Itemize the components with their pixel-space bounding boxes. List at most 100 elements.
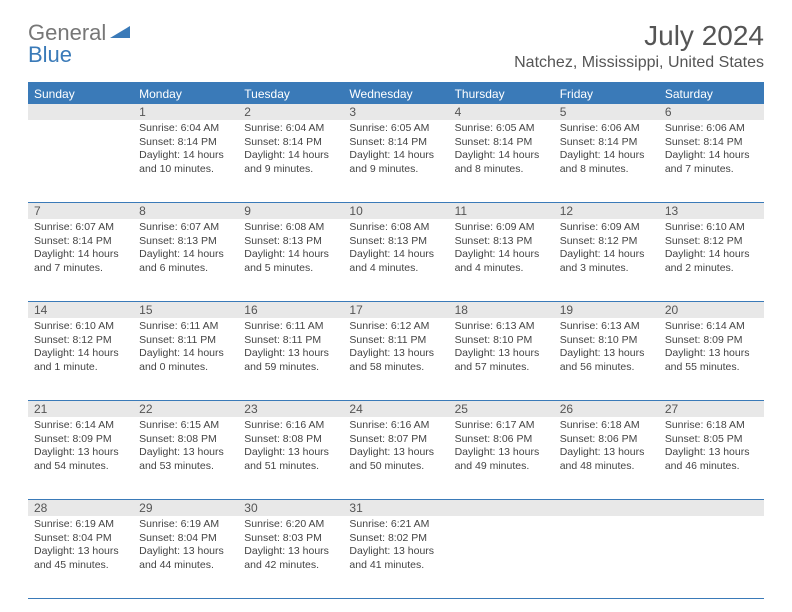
daylight-line: Daylight: 13 hours and 49 minutes.: [455, 446, 548, 473]
week-row: Sunrise: 6:14 AMSunset: 8:09 PMDaylight:…: [28, 417, 764, 500]
day-cell: Sunrise: 6:06 AMSunset: 8:14 PMDaylight:…: [659, 120, 764, 202]
sunrise-line: Sunrise: 6:05 AM: [455, 122, 548, 136]
day-number: 24: [343, 401, 448, 417]
daylight-line: Daylight: 13 hours and 55 minutes.: [665, 347, 758, 374]
day-header-sunday: Sunday: [28, 84, 133, 104]
day-cell: Sunrise: 6:14 AMSunset: 8:09 PMDaylight:…: [659, 318, 764, 400]
day-number: 29: [133, 500, 238, 516]
day-number: [449, 500, 554, 516]
sunset-line: Sunset: 8:02 PM: [349, 532, 442, 546]
daylight-line: Daylight: 13 hours and 56 minutes.: [560, 347, 653, 374]
logo-triangle-icon: [110, 24, 130, 45]
month-title: July 2024: [514, 20, 764, 52]
day-number: 2: [238, 104, 343, 120]
sunset-line: Sunset: 8:12 PM: [665, 235, 758, 249]
daynum-row: 28293031: [28, 500, 764, 516]
sunset-line: Sunset: 8:04 PM: [139, 532, 232, 546]
sunset-line: Sunset: 8:12 PM: [560, 235, 653, 249]
sunset-line: Sunset: 8:14 PM: [560, 136, 653, 150]
day-cell: Sunrise: 6:04 AMSunset: 8:14 PMDaylight:…: [133, 120, 238, 202]
week-row: Sunrise: 6:19 AMSunset: 8:04 PM Daylight:…: [28, 516, 764, 599]
sunrise-line: Sunrise: 6:10 AM: [665, 221, 758, 235]
daylight-line: Daylight: 14 hours and 8 minutes.: [560, 149, 653, 176]
day-header-thursday: Thursday: [449, 84, 554, 104]
daylight-line: Daylight: 14 hours and 10 minutes.: [139, 149, 232, 176]
daylight-line: Daylight: 13 hours and 45 minutes.: [34, 545, 127, 572]
day-number: 25: [449, 401, 554, 417]
daylight-line: Daylight: 14 hours and 9 minutes.: [244, 149, 337, 176]
day-cell: [449, 516, 554, 598]
day-cell: Sunrise: 6:11 AMSunset: 8:11 PMDaylight:…: [133, 318, 238, 400]
sunrise-line: Sunrise: 6:08 AM: [349, 221, 442, 235]
sunrise-line: Sunrise: 6:13 AM: [455, 320, 548, 334]
day-cell: Sunrise: 6:07 AMSunset: 8:14 PMDaylight:…: [28, 219, 133, 301]
day-number: 5: [554, 104, 659, 120]
sunrise-line: Sunrise: 6:16 AM: [349, 419, 442, 433]
sunrise-line: Sunrise: 6:08 AM: [244, 221, 337, 235]
day-cell: Sunrise: 6:08 AMSunset: 8:13 PMDaylight:…: [238, 219, 343, 301]
day-number: 26: [554, 401, 659, 417]
daylight-line: Daylight: 13 hours and 54 minutes.: [34, 446, 127, 473]
day-number: 31: [343, 500, 448, 516]
sunset-line: Sunset: 8:13 PM: [244, 235, 337, 249]
day-number: 4: [449, 104, 554, 120]
day-number: 19: [554, 302, 659, 318]
sunrise-line: Sunrise: 6:16 AM: [244, 419, 337, 433]
daylight-line: Daylight: 14 hours and 6 minutes.: [139, 248, 232, 275]
sunrise-line: Sunrise: 6:14 AM: [665, 320, 758, 334]
sunset-line: Sunset: 8:14 PM: [34, 235, 127, 249]
day-cell: Sunrise: 6:18 AMSunset: 8:05 PMDaylight:…: [659, 417, 764, 499]
day-header-tuesday: Tuesday: [238, 84, 343, 104]
day-number: 16: [238, 302, 343, 318]
sunset-line: Sunset: 8:11 PM: [349, 334, 442, 348]
day-cell: [554, 516, 659, 598]
sunrise-line: Sunrise: 6:19 AM: [139, 518, 232, 532]
sunrise-line: Sunrise: 6:07 AM: [34, 221, 127, 235]
day-number: 13: [659, 203, 764, 219]
day-number: [554, 500, 659, 516]
sunrise-line: Sunrise: 6:12 AM: [349, 320, 442, 334]
day-cell: Sunrise: 6:09 AMSunset: 8:13 PMDaylight:…: [449, 219, 554, 301]
location: Natchez, Mississippi, United States: [514, 54, 764, 72]
day-number: 23: [238, 401, 343, 417]
daylight-line: Daylight: 14 hours and 5 minutes.: [244, 248, 337, 275]
sunset-line: Sunset: 8:07 PM: [349, 433, 442, 447]
day-cell: Sunrise: 6:06 AMSunset: 8:14 PMDaylight:…: [554, 120, 659, 202]
daylight-line: Daylight: 13 hours and 57 minutes.: [455, 347, 548, 374]
sunrise-line: Sunrise: 6:06 AM: [560, 122, 653, 136]
sunset-line: Sunset: 8:11 PM: [139, 334, 232, 348]
daylight-line: Daylight: 14 hours and 0 minutes.: [139, 347, 232, 374]
sunrise-line: Sunrise: 6:11 AM: [139, 320, 232, 334]
sunrise-line: Sunrise: 6:05 AM: [349, 122, 442, 136]
daylight-line: Daylight: 13 hours and 58 minutes.: [349, 347, 442, 374]
day-cell: Sunrise: 6:09 AMSunset: 8:12 PMDaylight:…: [554, 219, 659, 301]
daylight-line: Daylight: 14 hours and 9 minutes.: [349, 149, 442, 176]
sunrise-line: Sunrise: 6:09 AM: [560, 221, 653, 235]
daylight-line: Daylight: 14 hours and 8 minutes.: [455, 149, 548, 176]
sunset-line: Sunset: 8:03 PM: [244, 532, 337, 546]
daynum-row: 123456: [28, 104, 764, 120]
day-cell: Sunrise: 6:17 AMSunset: 8:06 PMDaylight:…: [449, 417, 554, 499]
sunset-line: Sunset: 8:11 PM: [244, 334, 337, 348]
week-row: Sunrise: 6:10 AMSunset: 8:12 PMDaylight:…: [28, 318, 764, 401]
sunrise-line: Sunrise: 6:14 AM: [34, 419, 127, 433]
daylight-line: Daylight: 13 hours and 48 minutes.: [560, 446, 653, 473]
sunset-line: Sunset: 8:06 PM: [455, 433, 548, 447]
sunset-line: Sunset: 8:13 PM: [139, 235, 232, 249]
sunrise-line: Sunrise: 6:07 AM: [139, 221, 232, 235]
sunset-line: Sunset: 8:08 PM: [244, 433, 337, 447]
sunset-line: Sunset: 8:13 PM: [455, 235, 548, 249]
daylight-line: Daylight: 13 hours and 50 minutes.: [349, 446, 442, 473]
day-cell: Sunrise: 6:05 AMSunset: 8:14 PMDaylight:…: [449, 120, 554, 202]
sunset-line: Sunset: 8:13 PM: [349, 235, 442, 249]
day-cell: Sunrise: 6:05 AMSunset: 8:14 PMDaylight:…: [343, 120, 448, 202]
day-cell: Sunrise: 6:16 AMSunset: 8:08 PMDaylight:…: [238, 417, 343, 499]
sunset-line: Sunset: 8:06 PM: [560, 433, 653, 447]
logo-row2: Blue: [28, 42, 72, 68]
day-cell: Sunrise: 6:12 AMSunset: 8:11 PMDaylight:…: [343, 318, 448, 400]
day-number: 18: [449, 302, 554, 318]
daylight-line: Daylight: 13 hours and 59 minutes.: [244, 347, 337, 374]
day-cell: Sunrise: 6:14 AMSunset: 8:09 PMDaylight:…: [28, 417, 133, 499]
day-cell: Sunrise: 6:21 AMSunset: 8:02 PMDaylight:…: [343, 516, 448, 598]
daylight-line: Daylight: 14 hours and 2 minutes.: [665, 248, 758, 275]
